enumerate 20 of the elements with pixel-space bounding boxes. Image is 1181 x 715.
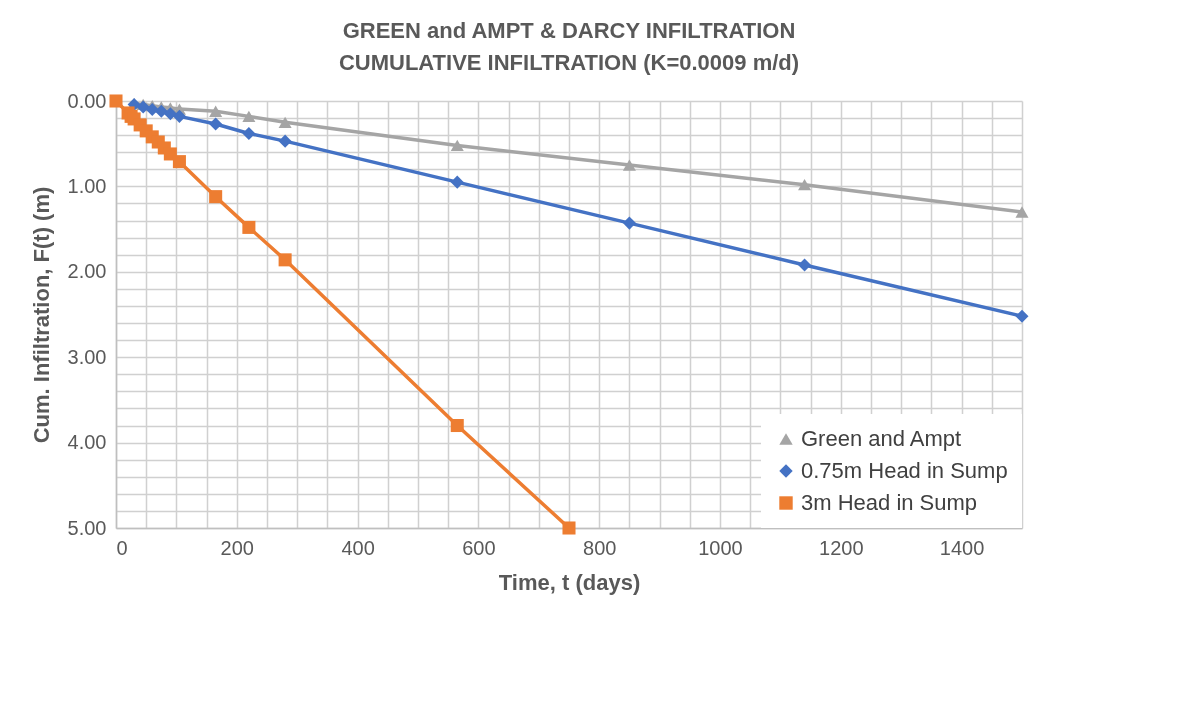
y-tick-label: 1.00 — [67, 174, 107, 197]
x-tick-label: 400 — [341, 536, 375, 559]
chart-title: GREEN and AMPT & DARCY INFILTRATION CUMULATIVE INFILTRATION (K=0.0009 m/d) — [338, 18, 800, 75]
y-tick-label: 3.00 — [67, 345, 107, 368]
x-axis-title: Time, t (days) — [498, 569, 641, 595]
x-tick-label: 1200 — [819, 536, 864, 559]
legend-label: 0.75m Head in Sump — [801, 458, 1008, 483]
x-tick-label: 800 — [583, 536, 617, 559]
x-tick-label: 1400 — [939, 536, 985, 559]
legend-label: 3m Head in Sump — [801, 490, 978, 515]
x-tick-label: 600 — [462, 536, 496, 559]
y-tick-label: 2.00 — [67, 260, 107, 283]
legend-label: Green and Ampt — [801, 426, 962, 451]
x-tick-label: 0 — [116, 536, 128, 559]
x-tick-label: 1000 — [698, 536, 743, 559]
x-tick-label: 200 — [220, 536, 254, 559]
y-tick-label: 5.00 — [67, 516, 107, 539]
y-tick-label: 0.00 — [67, 89, 107, 112]
y-axis-title: Cum. Infiltration, F(t) (m) — [28, 186, 54, 444]
y-tick-label: 4.00 — [67, 431, 107, 454]
